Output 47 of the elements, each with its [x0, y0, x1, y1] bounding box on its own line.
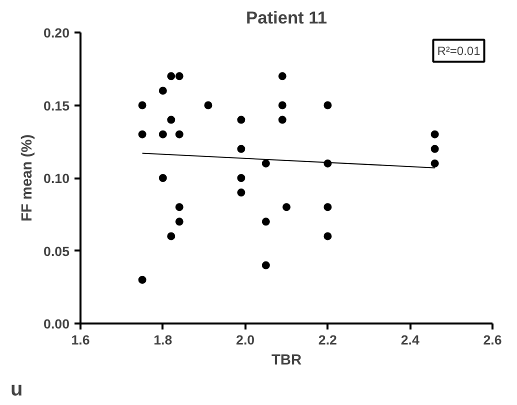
- point: [430, 144, 439, 153]
- point: [262, 159, 270, 168]
- point: [167, 72, 176, 80]
- x-tick-label: 2.4: [400, 332, 420, 348]
- point: [158, 130, 167, 138]
- point: [278, 72, 286, 80]
- x-tick-label: 1.8: [154, 332, 172, 348]
- point: [138, 276, 146, 284]
- point: [262, 261, 270, 270]
- point: [278, 116, 286, 124]
- point: [324, 232, 332, 240]
- x-tick-label: 1.6: [71, 332, 90, 348]
- point: [430, 130, 439, 138]
- point: [158, 174, 167, 182]
- point: [237, 116, 246, 124]
- y-tick-label: 0.15: [44, 98, 70, 114]
- chart-title: Patient 11: [246, 8, 328, 28]
- y-tick-label: 0.05: [44, 244, 70, 259]
- point: [138, 101, 146, 110]
- point: [175, 130, 184, 138]
- point: [167, 232, 176, 240]
- point: [430, 159, 439, 168]
- point: [175, 72, 184, 80]
- y-axis-title: FF mean (%): [20, 134, 36, 222]
- point: [278, 101, 286, 110]
- point: [324, 101, 332, 110]
- point: [138, 130, 146, 138]
- y-tick-label: 0.00: [44, 316, 70, 332]
- point: [158, 86, 167, 95]
- point: [237, 174, 246, 182]
- y-tick-label: 0.10: [44, 171, 70, 186]
- x-tick-label: 2.6: [483, 332, 502, 348]
- point: [167, 116, 176, 124]
- point: [175, 203, 184, 212]
- point: [204, 101, 212, 110]
- point: [237, 144, 246, 153]
- point: [324, 203, 332, 212]
- x-axis-title: TBR: [271, 352, 302, 368]
- x-tick-label: 2.0: [236, 332, 255, 348]
- y-tick-label: 0.20: [44, 26, 70, 40]
- point: [175, 218, 184, 226]
- annotation: R²=0.01: [437, 44, 481, 58]
- point: [237, 188, 246, 197]
- x-tick-label: 2.2: [318, 332, 337, 348]
- point: [282, 203, 290, 212]
- point: [262, 218, 270, 226]
- text: u: [10, 378, 23, 400]
